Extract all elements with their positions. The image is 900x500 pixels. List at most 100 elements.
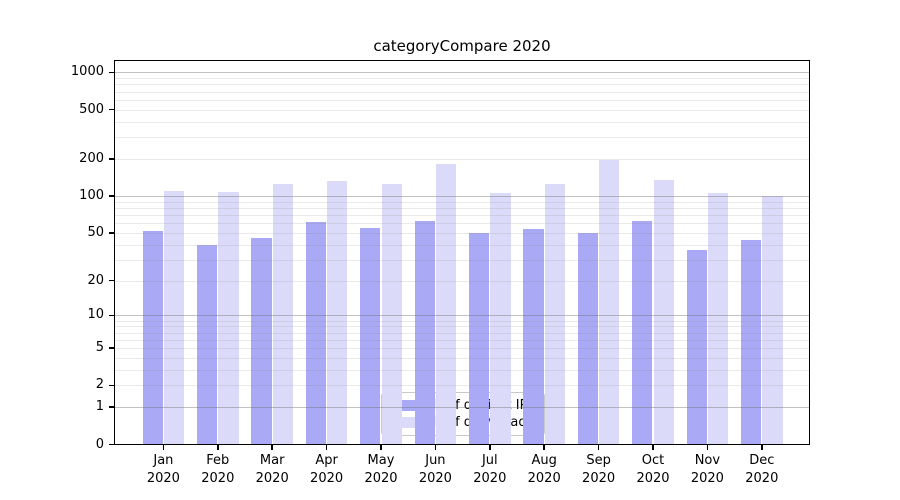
- gridline-minor: [114, 369, 810, 371]
- bar-downloads-feb: [218, 191, 239, 445]
- gridline-minor: [114, 223, 810, 225]
- bar-ips-apr: [305, 222, 327, 445]
- x-tick-mark: [761, 444, 763, 450]
- x-tick-label: Dec 2020: [745, 452, 779, 487]
- x-tick-mark: [380, 444, 382, 450]
- bar-ips-dec: [740, 239, 762, 445]
- x-tick-mark: [706, 444, 709, 450]
- x-tick-mark: [434, 444, 437, 450]
- x-tick-mark: [652, 444, 654, 450]
- y-tick-label: 500: [79, 101, 104, 117]
- y-tick-mark: [109, 314, 114, 317]
- gridline-minor: [114, 348, 810, 349]
- x-tick-mark: [325, 444, 328, 450]
- bar-downloads-apr: [327, 181, 348, 445]
- bar-downloads-may: [381, 184, 402, 445]
- gridline-minor: [114, 109, 810, 111]
- y-tick-mark: [109, 406, 114, 408]
- y-tick-label: 10: [87, 307, 104, 323]
- bar-downloads-nov: [707, 192, 729, 445]
- chart-title: categoryCompare 2020: [373, 37, 551, 55]
- y-tick-mark: [109, 347, 114, 349]
- x-tick-label: Aug 2020: [527, 452, 561, 487]
- x-tick-label: Oct 2020: [636, 452, 670, 487]
- gridline-major: [114, 315, 810, 317]
- gridline-minor: [114, 332, 810, 334]
- x-tick-mark: [162, 444, 165, 450]
- bar-ips-mar: [251, 238, 272, 445]
- legend-swatch: [389, 399, 415, 411]
- legend-swatch: [389, 416, 415, 428]
- bar-ips-sep: [577, 232, 599, 445]
- y-tick-label: 20: [87, 272, 104, 288]
- y-tick-label: 2: [95, 377, 104, 393]
- bar-downloads-mar: [272, 183, 294, 445]
- x-tick-label: Sep 2020: [582, 452, 616, 487]
- bar-downloads-jul: [490, 193, 511, 445]
- x-tick-label: Mar 2020: [255, 452, 289, 487]
- gridline-minor: [114, 244, 810, 246]
- bar-ips-nov: [686, 250, 707, 445]
- y-tick-mark: [109, 443, 114, 446]
- y-tick-mark: [109, 158, 114, 160]
- gridline-minor: [114, 232, 810, 234]
- gridline-minor: [114, 91, 810, 93]
- bar-ips-jan: [142, 230, 163, 445]
- x-tick-label: Nov 2020: [690, 452, 724, 487]
- y-tick-label: 200: [79, 150, 104, 166]
- x-tick-label: May 2020: [364, 452, 398, 487]
- bar-ips-jul: [468, 232, 490, 445]
- y-tick-mark: [109, 108, 114, 111]
- gridline-minor: [114, 339, 810, 341]
- y-tick-mark: [109, 232, 114, 234]
- y-tick-label: 1: [95, 399, 104, 415]
- gridline-minor: [114, 84, 810, 86]
- gridline-major: [114, 72, 810, 74]
- x-tick-mark: [271, 444, 273, 450]
- y-tick-label: 100: [79, 187, 104, 203]
- x-tick-label: Feb 2020: [201, 452, 235, 487]
- gridline-minor: [114, 326, 810, 328]
- gridline-minor: [114, 201, 810, 203]
- x-tick-label: Apr 2020: [310, 452, 344, 487]
- gridline-minor: [114, 99, 810, 101]
- gridline-minor: [114, 137, 810, 139]
- y-tick-label: 0: [95, 436, 104, 452]
- y-tick-mark: [109, 384, 114, 387]
- plot-border: [114, 60, 810, 445]
- bar-downloads-sep: [599, 160, 620, 445]
- gridline-minor: [114, 357, 810, 359]
- y-tick-label: 50: [87, 224, 104, 240]
- bar-ips-feb: [196, 244, 218, 445]
- bar-ips-jun: [414, 220, 435, 445]
- gridline-minor: [114, 207, 810, 209]
- gridline-minor: [114, 280, 810, 282]
- y-tick-mark: [109, 195, 114, 197]
- x-tick-mark: [489, 444, 491, 450]
- y-tick-label: 5: [95, 340, 104, 355]
- y-tick-label: 1000: [70, 64, 104, 80]
- y-tick-mark: [109, 71, 114, 74]
- x-tick-label: Jun 2020: [418, 452, 452, 487]
- gridline-minor: [114, 385, 810, 387]
- bar-downloads-jan: [163, 190, 185, 445]
- y-tick-mark: [109, 279, 114, 282]
- gridline-minor: [114, 259, 810, 261]
- gridline-minor: [114, 214, 810, 216]
- gridline-major: [114, 195, 810, 197]
- bar-ips-may: [360, 227, 381, 445]
- gridline-minor: [114, 121, 810, 123]
- bar-downloads-jun: [435, 163, 457, 445]
- x-tick-mark: [217, 444, 219, 450]
- gridline-major: [114, 407, 810, 409]
- bar-ips-oct: [632, 221, 653, 445]
- bar-downloads-dec: [762, 195, 783, 445]
- x-tick-mark: [597, 444, 600, 450]
- gridline-minor: [114, 78, 810, 80]
- gridline-minor: [114, 158, 810, 160]
- x-tick-label: Jul 2020: [473, 452, 507, 487]
- bar-downloads-oct: [653, 179, 674, 445]
- gridline-minor: [114, 320, 810, 322]
- x-tick-label: Jan 2020: [146, 452, 180, 487]
